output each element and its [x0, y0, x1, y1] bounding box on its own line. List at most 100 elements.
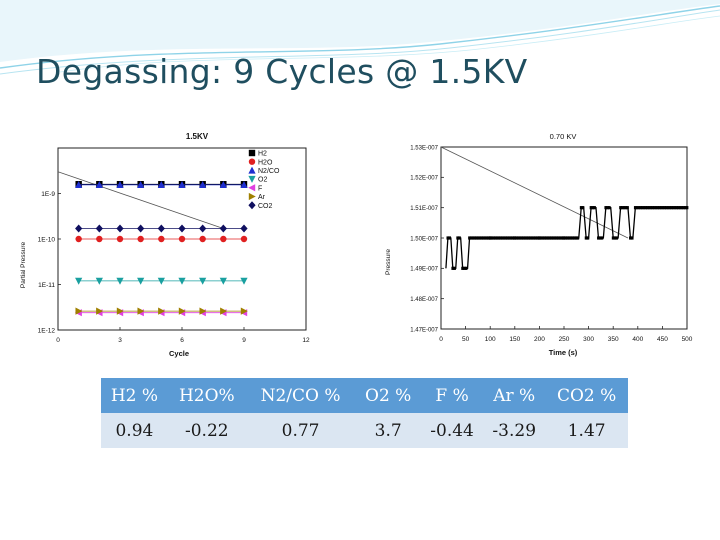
left-x-tick-label-0: 0: [56, 337, 60, 344]
right-chart-title: 0.70 KV: [550, 132, 577, 141]
data-point: [663, 206, 667, 210]
right-x-axis-label: Time (s): [549, 348, 578, 357]
left-series-h2o: [75, 235, 248, 243]
legend-marker-4: [248, 184, 256, 192]
data-point: [488, 236, 492, 240]
data-point: [666, 206, 670, 210]
data-point: [518, 236, 522, 240]
data-point: [548, 236, 552, 240]
data-point: [220, 235, 227, 243]
data-point: [597, 236, 600, 240]
right-y-tick-label-3: 1.50E-007: [410, 236, 438, 242]
data-point: [158, 307, 166, 315]
data-point: [630, 236, 634, 240]
data-point: [619, 206, 622, 210]
data-point: [550, 236, 553, 240]
data-point: [675, 206, 679, 210]
data-point: [637, 206, 641, 210]
right-y-tick-label-0: 1.53E-007: [410, 145, 438, 151]
data-point: [607, 206, 611, 210]
gas-percentage-table: H2 % H2O% N2/CO % O2 % F % Ar % CO2 % 0.…: [101, 378, 628, 448]
right-series-pressure: [445, 206, 689, 270]
data-point: [569, 236, 573, 240]
data-point: [515, 236, 518, 240]
data-point: [682, 206, 685, 210]
swoosh-line-3: [59, 15, 720, 73]
data-point: [199, 277, 207, 285]
right-x-tick-label-4: 200: [534, 336, 545, 343]
data-point: [506, 236, 509, 240]
data-point: [613, 236, 617, 240]
header-f: F %: [435, 385, 469, 406]
data-point: [560, 236, 564, 240]
left-series-co2: [75, 224, 248, 233]
data-point: [600, 236, 604, 240]
data-point: [219, 277, 227, 285]
left-chart-title: 1.5KV: [186, 132, 209, 141]
data-point: [451, 266, 455, 270]
right-y-tick-label-6: 1.47E-007: [410, 327, 438, 333]
right-x-tick-label-0: 0: [439, 336, 443, 343]
data-point: [490, 236, 494, 240]
table-row: 0.94 -0.22 0.77 3.7 -0.44 -3.29 1.47: [101, 413, 628, 448]
data-point: [471, 236, 475, 240]
value-h2o: -0.22: [185, 420, 229, 441]
data-point: [483, 236, 487, 240]
data-point: [683, 206, 687, 210]
legend-marker-0: [248, 149, 256, 157]
data-point: [624, 206, 628, 210]
data-point: [469, 236, 473, 240]
data-point: [558, 236, 562, 240]
right-x-tick-label-3: 150: [509, 336, 520, 343]
data-point: [551, 236, 555, 240]
data-point: [446, 236, 450, 240]
data-point: [591, 206, 595, 210]
data-point: [75, 224, 83, 233]
data-point: [95, 277, 103, 285]
left-y-tick-label-1: 1E-10: [38, 237, 56, 244]
data-point: [485, 236, 489, 240]
right-y-tick-label-2: 1.51E-007: [410, 206, 438, 212]
right-x-tick-label-1: 50: [462, 336, 470, 343]
legend-label-3: O2: [258, 177, 267, 184]
left-x-tick-label-1: 3: [118, 337, 122, 344]
data-point: [615, 236, 619, 240]
right-x-tick-label-2: 100: [485, 336, 496, 343]
right-y-tick-label-1: 1.52E-007: [410, 176, 438, 182]
data-point: [668, 206, 672, 210]
data-point: [571, 236, 575, 240]
data-point: [75, 277, 83, 285]
data-point: [525, 236, 529, 240]
data-point: [576, 236, 580, 240]
data-point: [606, 206, 609, 210]
header-co2: CO2 %: [556, 385, 617, 406]
data-point: [527, 236, 530, 240]
right-x-tick-label-7: 350: [608, 336, 619, 343]
data-point: [661, 206, 665, 210]
slide-title: Degassing: 9 Cycles @ 1.5KV: [36, 52, 528, 91]
value-f: -0.44: [430, 420, 474, 441]
data-point: [493, 236, 497, 240]
data-point: [157, 277, 165, 285]
right-x-tick-label-6: 300: [583, 336, 594, 343]
left-y-tick-label-0: 1E-9: [41, 191, 55, 198]
legend-label-1: H2O: [258, 159, 273, 166]
data-point: [593, 206, 596, 210]
data-point: [652, 206, 656, 210]
data-point: [507, 236, 511, 240]
data-point: [219, 181, 227, 189]
legend-label-5: Ar: [258, 194, 266, 201]
data-point: [199, 307, 207, 315]
data-point: [553, 236, 557, 240]
data-point: [523, 236, 527, 240]
data-point: [567, 236, 571, 240]
data-point: [564, 236, 568, 240]
data-point: [504, 236, 508, 240]
decorative-swoosh: [0, 0, 720, 75]
data-point: [546, 236, 550, 240]
right-x-tick-label-10: 500: [682, 336, 693, 343]
data-point: [137, 224, 145, 233]
data-point: [642, 206, 646, 210]
value-ar: -3.29: [492, 420, 537, 441]
data-point: [499, 236, 502, 240]
